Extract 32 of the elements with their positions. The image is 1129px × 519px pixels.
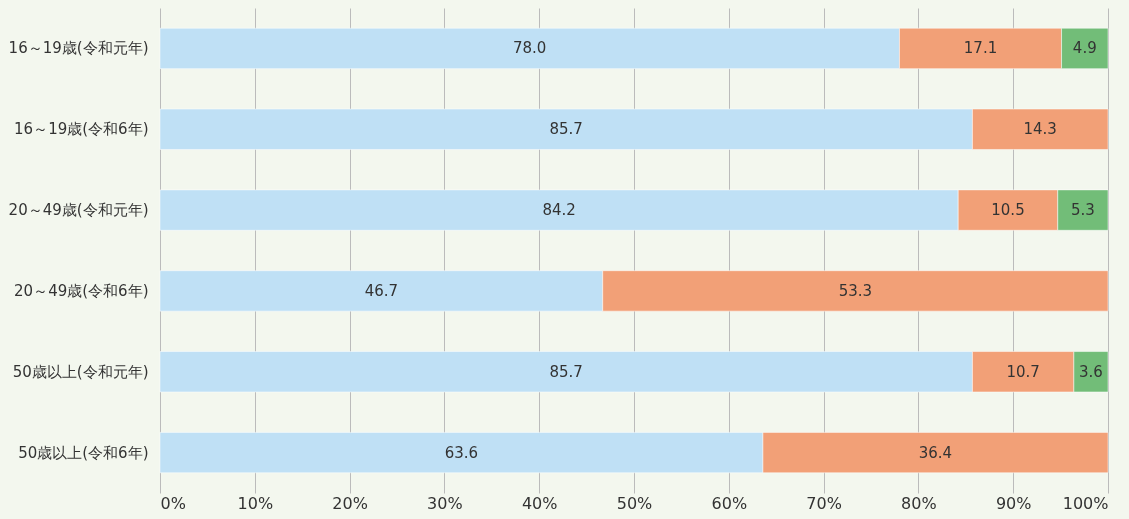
data-label: 85.7 (549, 120, 583, 139)
data-label: 4.9 (1072, 39, 1097, 58)
x-tick-label: 50% (616, 493, 653, 513)
data-label: 84.2 (542, 201, 576, 220)
data-label: 5.3 (1070, 201, 1095, 220)
data-label: 46.7 (364, 281, 399, 300)
x-tick-label: 40% (521, 493, 558, 513)
y-tick-label: 50歳以上(令和6年) (18, 443, 149, 462)
y-tick-label: 50歳以上(令和元年) (12, 362, 149, 381)
x-tick-label: 30% (427, 493, 463, 513)
data-label: 36.4 (918, 443, 953, 462)
x-tick-label: 0% (160, 493, 186, 513)
data-label: 85.7 (549, 362, 583, 381)
y-tick-label: 16～19歳(令和6年) (14, 120, 149, 139)
x-tick-label: 20% (332, 493, 368, 513)
data-label: 17.1 (963, 39, 998, 58)
x-tick-label: 10% (237, 493, 274, 513)
x-tick-label: 70% (806, 493, 842, 513)
x-tick-label: 90% (995, 493, 1032, 513)
data-label: 14.3 (1023, 120, 1057, 139)
data-label: 78.0 (513, 39, 547, 58)
y-tick-label: 20～49歳(令和元年) (8, 201, 149, 220)
x-tick-label: 80% (901, 493, 937, 513)
data-label: 63.6 (444, 443, 479, 462)
data-label: 3.6 (1079, 362, 1103, 381)
data-label: 10.5 (991, 201, 1025, 220)
x-tick-label: 60% (711, 493, 748, 513)
data-label: 10.7 (1006, 362, 1040, 381)
y-tick-label: 16～19歳(令和元年) (8, 39, 149, 58)
y-tick-label: 20～49歳(令和6年) (14, 281, 149, 300)
data-label: 53.3 (838, 281, 873, 300)
x-tick-label: 100% (1062, 493, 1109, 513)
